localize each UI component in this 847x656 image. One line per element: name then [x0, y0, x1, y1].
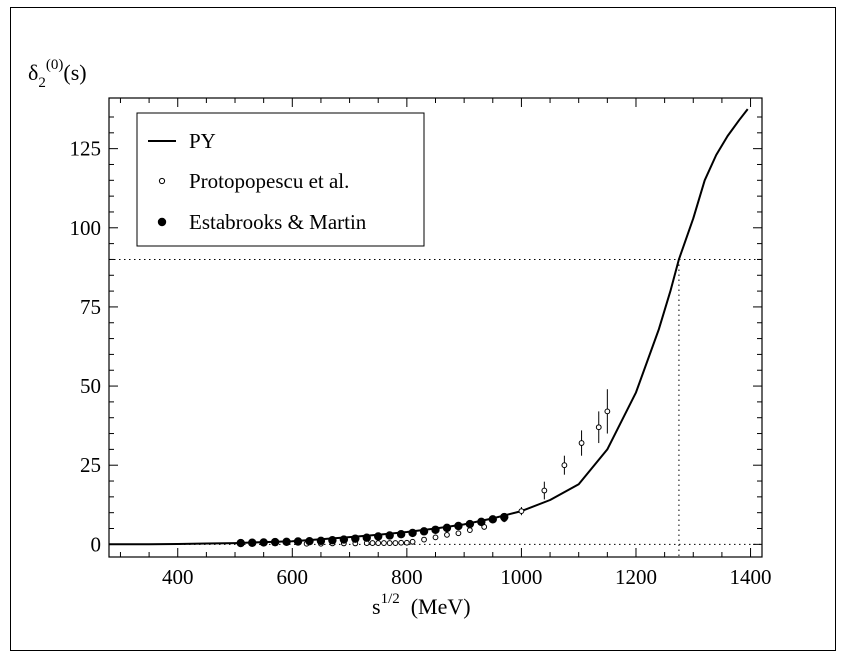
data-point-estabrooks-16	[419, 527, 429, 536]
data-point-estabrooks-13	[385, 531, 394, 540]
data-point-protopopescu-24	[578, 440, 585, 446]
data-point-protopopescu-26	[604, 408, 611, 415]
y-axis-ticks: 0 25 50 75 100 125	[70, 116, 762, 556]
reference-lines	[109, 258, 762, 557]
data-point-estabrooks-23	[500, 512, 509, 522]
legend-label-py: PY	[189, 129, 216, 153]
legend: PY Protopopescu et al. Estabrooks & Mart…	[136, 112, 425, 247]
y-axis-label-sup: (0)	[46, 57, 64, 73]
legend-swatch-filled-circle	[157, 217, 167, 227]
data-point-protopopescu-16	[444, 531, 450, 538]
series-layer	[108, 108, 749, 548]
x-tick-label-1200: 1200	[615, 565, 657, 589]
legend-label-estabrooks: Estabrooks & Martin	[189, 210, 367, 234]
data-point-estabrooks-0	[236, 538, 245, 548]
data-point-protopopescu-23	[561, 462, 568, 469]
legend-swatch-open-circle	[158, 177, 166, 185]
y-tick-label-50: 50	[80, 374, 101, 398]
data-point-protopopescu-11	[398, 539, 405, 546]
data-point-estabrooks-18	[442, 523, 452, 533]
data-point-protopopescu-22	[541, 487, 548, 494]
data-point-estabrooks-6	[305, 536, 314, 546]
y-tick-label-125: 125	[70, 137, 102, 161]
x-tick-label-800: 800	[391, 565, 423, 589]
figure-frame	[10, 7, 836, 651]
y-axis-label-sub: 2	[38, 75, 46, 91]
y-axis-label-tail: (s)	[63, 60, 86, 85]
data-point-estabrooks-14	[396, 530, 406, 539]
data-point-estabrooks-1	[248, 538, 257, 547]
y-tick-label-100: 100	[70, 216, 102, 240]
data-point-estabrooks-2	[259, 538, 268, 547]
data-point-estabrooks-8	[328, 536, 337, 545]
legend-box	[136, 112, 425, 247]
data-point-estabrooks-11	[362, 533, 371, 542]
x-axis-label-tail: (MeV)	[400, 594, 471, 619]
x-axis-ticks: 400 600 800 1000 1200 1400	[119, 98, 772, 589]
data-point-protopopescu-17	[455, 530, 462, 537]
data-point-protopopescu-25	[595, 424, 602, 431]
data-point-protopopescu-10	[392, 540, 399, 546]
data-point-protopopescu-7	[375, 540, 382, 546]
x-tick-label-600: 600	[277, 565, 309, 589]
data-point-protopopescu-18	[466, 527, 473, 533]
data-point-protopopescu-15	[432, 534, 439, 541]
data-point-protopopescu-9	[386, 540, 393, 546]
y-tick-label-75: 75	[80, 295, 101, 319]
data-point-estabrooks-19	[454, 521, 463, 531]
y-axis-label-main: δ	[28, 60, 38, 85]
data-point-estabrooks-17	[431, 525, 440, 534]
data-point-estabrooks-10	[351, 534, 360, 543]
data-point-estabrooks-3	[270, 537, 280, 547]
data-point-estabrooks-20	[465, 519, 475, 529]
data-point-protopopescu-6	[369, 540, 376, 546]
data-point-protopopescu-14	[421, 536, 427, 543]
data-point-estabrooks-4	[282, 537, 291, 547]
data-point-protopopescu-21	[518, 508, 525, 515]
y-tick-label-25: 25	[80, 453, 101, 477]
y-tick-label-0: 0	[91, 532, 102, 556]
data-point-protopopescu-12	[403, 539, 410, 546]
data-point-estabrooks-22	[488, 515, 497, 524]
x-tick-label-400: 400	[162, 565, 194, 589]
data-point-estabrooks-9	[339, 535, 349, 544]
x-axis-label-main: s	[372, 594, 381, 619]
data-point-estabrooks-21	[477, 517, 486, 527]
data-point-protopopescu-13	[409, 538, 416, 545]
x-tick-label-1400: 1400	[730, 565, 772, 589]
data-point-estabrooks-7	[316, 536, 326, 546]
data-point-estabrooks-15	[408, 528, 417, 538]
data-point-protopopescu-8	[381, 540, 387, 546]
data-point-estabrooks-12	[374, 532, 383, 541]
x-tick-label-1000: 1000	[500, 565, 542, 589]
x-axis-label: s1/2 (MeV)	[372, 591, 471, 619]
y-axis-label: δ2(0)(s)	[28, 57, 87, 91]
legend-label-protopopescu: Protopopescu et al.	[189, 169, 349, 193]
x-axis-label-sup: 1/2	[381, 591, 400, 607]
data-point-estabrooks-5	[293, 537, 303, 546]
